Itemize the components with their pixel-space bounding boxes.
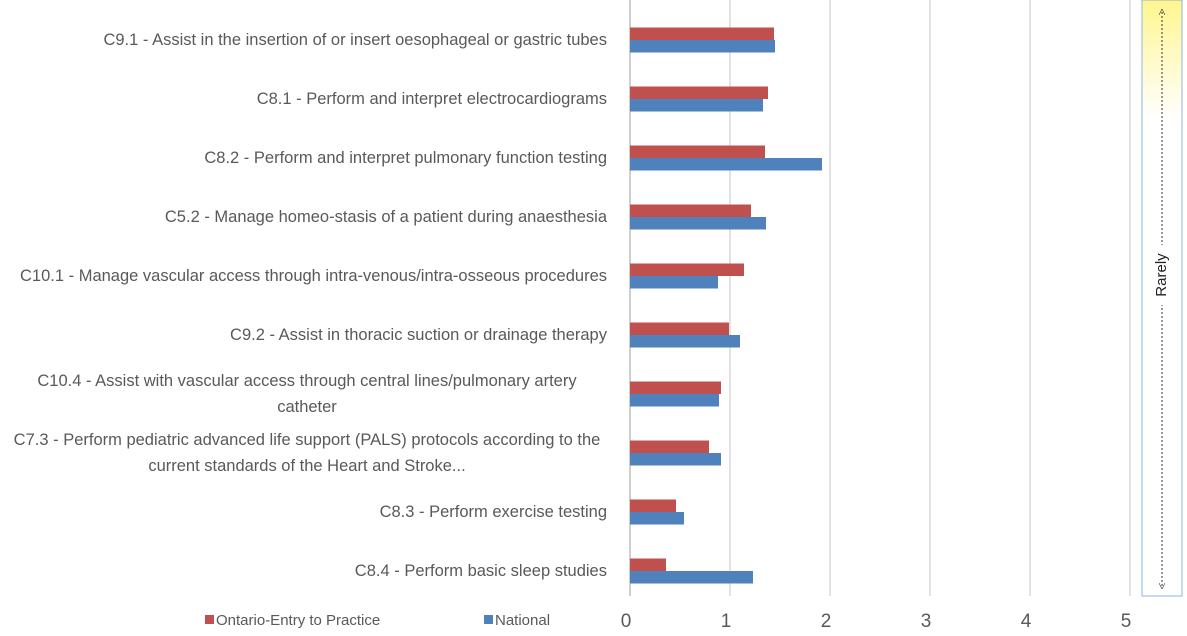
x-tick-label: 4 xyxy=(1021,611,1032,632)
legend-label: Ontario-Entry to Practice xyxy=(216,612,380,629)
y-tick-label: C8.3 - Perform exercise testing xyxy=(7,499,607,525)
bar xyxy=(630,381,721,394)
bar xyxy=(630,276,718,289)
bar xyxy=(630,322,729,335)
y-tick-text: C8.2 - Perform and interpret pulmonary f… xyxy=(204,149,607,167)
y-tick-label: C7.3 - Perform pediatric advanced life s… xyxy=(7,427,607,479)
y-tick-text: C9.2 - Assist in thoracic suction or dra… xyxy=(230,326,607,344)
y-tick-text: C7.3 - Perform pediatric advanced life s… xyxy=(13,431,601,475)
y-tick-label: C9.1 - Assist in the insertion of or ins… xyxy=(7,27,607,53)
bar xyxy=(630,86,768,99)
y-tick-text: C10.4 - Assist with vascular access thro… xyxy=(37,372,577,416)
y-tick-text: C8.3 - Perform exercise testing xyxy=(379,503,607,521)
y-tick-text: C8.4 - Perform basic sleep studies xyxy=(354,562,607,580)
y-tick-text: C10.1 - Manage vascular access through i… xyxy=(20,267,607,285)
bar xyxy=(630,145,765,158)
bar xyxy=(630,99,763,112)
bar xyxy=(630,499,676,512)
bar xyxy=(630,204,751,217)
bar xyxy=(630,27,774,40)
legend-swatch xyxy=(484,615,493,624)
bar xyxy=(630,158,822,171)
x-tick-label: 0 xyxy=(621,611,632,632)
x-tick-label: 2 xyxy=(821,611,832,632)
annotation-bg xyxy=(1152,245,1172,305)
legend-label: National xyxy=(495,612,550,629)
y-tick-text: C8.1 - Perform and interpret electrocard… xyxy=(256,90,607,108)
legend-swatch xyxy=(205,615,214,624)
annotation: Rarely xyxy=(1153,253,1170,297)
y-tick-text: C5.2 - Manage homeo-stasis of a patient … xyxy=(164,208,607,226)
bar xyxy=(630,440,709,453)
y-tick-label: C9.2 - Assist in thoracic suction or dra… xyxy=(7,322,607,348)
y-tick-label: C8.2 - Perform and interpret pulmonary f… xyxy=(7,145,607,171)
x-tick-label: 3 xyxy=(921,611,932,632)
bar xyxy=(630,571,753,584)
y-tick-label: C8.4 - Perform basic sleep studies xyxy=(7,558,607,584)
y-tick-text: C9.1 - Assist in the insertion of or ins… xyxy=(103,31,607,49)
bar xyxy=(630,453,721,466)
y-tick-label: C10.4 - Assist with vascular access thro… xyxy=(7,368,607,420)
x-tick-label: 5 xyxy=(1121,611,1132,632)
y-tick-label: C8.1 - Perform and interpret electrocard… xyxy=(7,86,607,112)
bar xyxy=(630,263,744,276)
bar xyxy=(630,217,766,230)
bar xyxy=(630,394,719,407)
y-tick-label: C10.1 - Manage vascular access through i… xyxy=(7,263,607,289)
bar xyxy=(630,335,740,348)
x-tick-label: 1 xyxy=(721,611,732,632)
bar xyxy=(630,40,775,53)
y-tick-label: C5.2 - Manage homeo-stasis of a patient … xyxy=(7,204,607,230)
bar xyxy=(630,512,684,525)
bar xyxy=(630,558,666,571)
